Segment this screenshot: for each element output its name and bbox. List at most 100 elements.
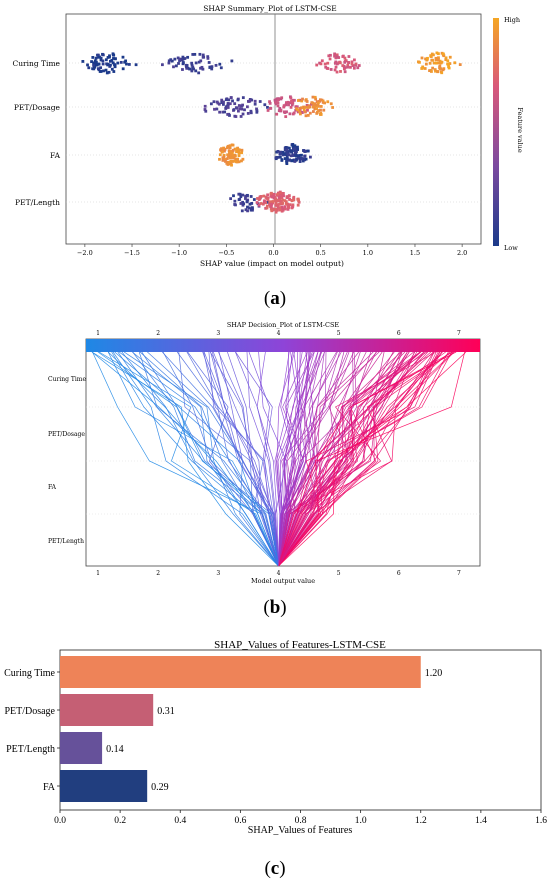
summary-point <box>283 199 287 202</box>
summary-point <box>357 64 361 67</box>
summary-point <box>303 110 307 114</box>
summary-point <box>220 150 224 154</box>
decision-path-line <box>278 351 449 567</box>
summary-point <box>303 149 306 153</box>
summary-point <box>213 107 216 111</box>
summary-point <box>201 53 205 57</box>
summary-point <box>231 148 235 152</box>
summary-point <box>346 63 350 67</box>
summary-point <box>276 204 280 208</box>
summary-point <box>301 159 305 163</box>
importance-bar <box>60 656 421 688</box>
summary-point <box>291 203 295 207</box>
summary-point <box>256 197 259 200</box>
summary-point <box>307 104 311 108</box>
summary-point <box>222 103 225 106</box>
summary-point <box>339 70 342 73</box>
summary-point <box>278 208 282 212</box>
summary-point <box>245 200 249 203</box>
decision-path-line <box>147 351 279 567</box>
summary-point <box>248 202 252 206</box>
summary-point <box>428 69 431 73</box>
summary-point <box>218 157 221 161</box>
summary-point <box>336 62 339 66</box>
summary-point <box>97 55 101 59</box>
decision-path-line <box>278 351 467 567</box>
summary-point <box>347 55 351 58</box>
summary-point <box>268 200 272 204</box>
summary-point <box>453 61 457 65</box>
summary-point <box>319 105 323 108</box>
summary-point <box>101 62 105 66</box>
summary-point <box>239 195 243 199</box>
summary-point <box>279 108 283 112</box>
summary-point <box>247 206 251 210</box>
summary-point <box>437 58 440 62</box>
summary-point <box>223 149 226 153</box>
summary-point <box>246 105 249 109</box>
summary-point <box>183 57 187 60</box>
summary-point <box>328 57 332 61</box>
summary-point <box>241 112 245 116</box>
summary-point <box>285 156 289 160</box>
summary-point <box>292 158 296 162</box>
decision-path-line <box>178 351 279 567</box>
decision-bottom-tick-label: 1 <box>96 570 100 577</box>
summary-point <box>344 59 348 63</box>
summary-point <box>304 114 308 118</box>
summary-point <box>438 66 441 69</box>
summary-point <box>94 60 98 64</box>
summary-point <box>296 145 299 149</box>
summary-point <box>253 99 257 103</box>
summary-point <box>223 110 227 114</box>
summary-point <box>295 105 299 109</box>
summary-point <box>104 58 108 62</box>
summary-point <box>435 51 439 55</box>
summary-point <box>297 99 300 102</box>
summary-point <box>231 99 234 103</box>
summary-feature-label: PET/Dosage <box>14 103 61 112</box>
decision-feature-label: PET/Length <box>48 538 84 545</box>
summary-point <box>255 110 259 114</box>
summary-point <box>207 61 211 64</box>
summary-point <box>269 205 273 208</box>
importance-bar-value-label: 1.20 <box>425 668 443 679</box>
summary-point <box>106 56 110 59</box>
summary-point <box>270 209 274 213</box>
summary-x-tick-label: −1.0 <box>171 249 187 257</box>
summary-point <box>240 159 243 163</box>
decision-path-line <box>210 351 279 567</box>
summary-point <box>249 111 253 115</box>
summary-point <box>283 205 287 208</box>
summary-point <box>257 198 261 201</box>
summary-point <box>440 71 444 75</box>
summary-point <box>188 67 191 71</box>
decision-path-line <box>209 351 279 567</box>
summary-point <box>241 157 245 161</box>
summary-point <box>276 206 280 210</box>
decision-path-line <box>278 351 414 567</box>
decision-path-line <box>132 351 279 567</box>
summary-point <box>281 150 285 154</box>
summary-point <box>121 55 125 59</box>
summary-point <box>274 202 278 205</box>
summary-point <box>297 154 301 158</box>
summary-point <box>287 158 291 162</box>
summary-point <box>177 62 180 65</box>
summary-point <box>305 103 309 107</box>
decision-path-line <box>162 351 279 567</box>
summary-point <box>244 208 248 212</box>
summary-point <box>315 63 319 67</box>
summary-point <box>438 64 442 68</box>
summary-point <box>229 150 232 154</box>
summary-point <box>265 206 269 210</box>
summary-point <box>210 67 214 71</box>
summary-point <box>323 62 327 66</box>
decision-path-line <box>123 351 279 567</box>
summary-point <box>111 52 115 56</box>
summary-point <box>277 196 281 199</box>
summary-point <box>272 193 276 197</box>
summary-point <box>278 107 282 110</box>
summary-point <box>318 98 322 102</box>
summary-point <box>224 106 228 110</box>
